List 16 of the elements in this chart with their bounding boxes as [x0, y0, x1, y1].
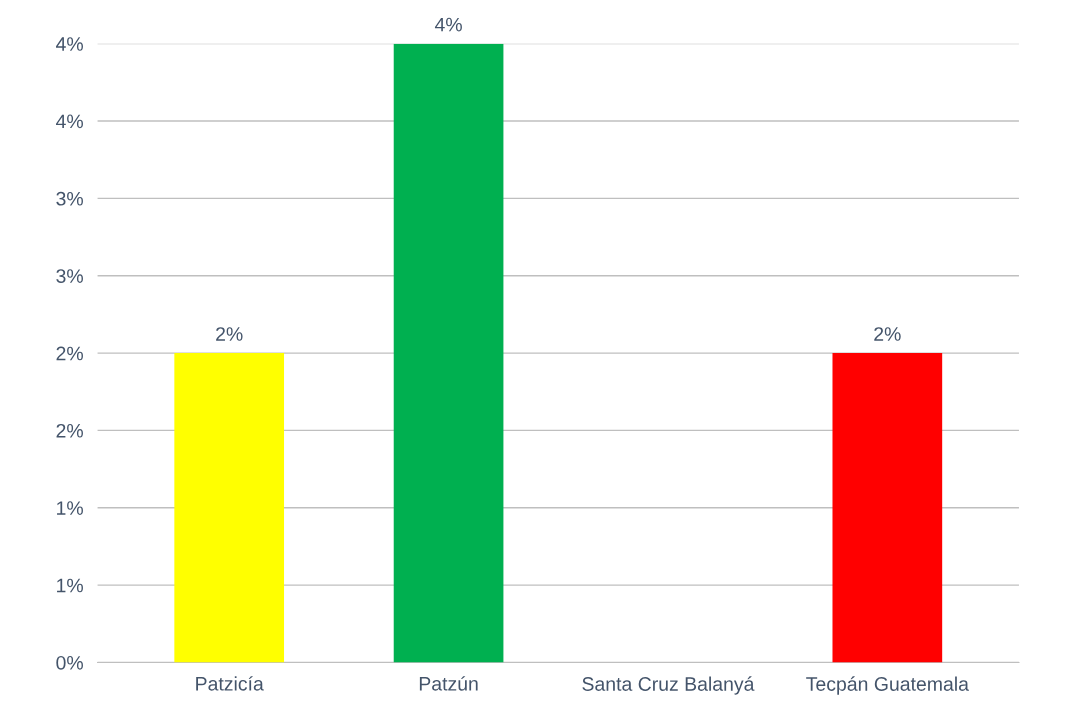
x-tick-label: Patzicía [196, 676, 264, 691]
y-tick-label: 4% [56, 114, 83, 129]
y-tick-label: 2% [56, 346, 83, 361]
y-tick-label: 0% [56, 655, 83, 670]
x-tick-label: Patzún [419, 676, 478, 691]
data-label: 2% [216, 327, 243, 341]
y-tick-label: 3% [56, 269, 83, 283]
x-tick-label: Tecpán Guatemala [806, 676, 969, 695]
data-label: 4% [434, 17, 462, 32]
y-tick-label: 4% [56, 37, 83, 51]
y-tick-label: 1% [57, 578, 83, 593]
data-label: 2% [874, 327, 901, 341]
x-tick-label: Santa Cruz Balanyá [582, 676, 755, 695]
y-tick-label: 3% [56, 191, 83, 206]
y-tick-label: 2% [56, 423, 83, 438]
y-tick-label: 1% [57, 501, 83, 515]
